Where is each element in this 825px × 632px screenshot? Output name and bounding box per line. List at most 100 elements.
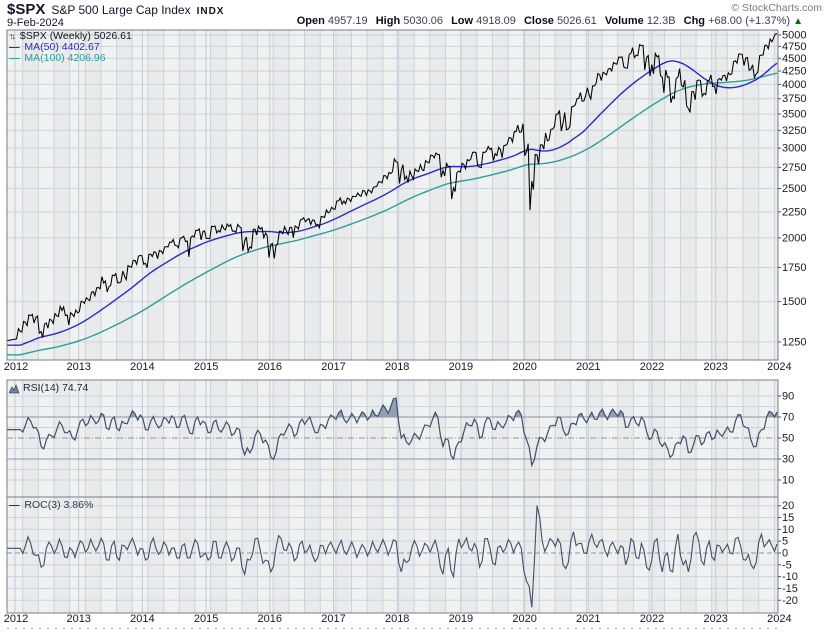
rsi-legend: RSI(14) 74.74 (9, 383, 88, 394)
mid-x-axis-label: 2019 (449, 361, 473, 373)
bottom-x-axis-label: 2013 (66, 613, 90, 625)
ma100-legend-label: MA(100) 4206.96 (24, 52, 106, 64)
bottom-x-axis-label: 2022 (640, 613, 664, 625)
copyright: © StockCharts.com (731, 2, 822, 14)
chart-date: 9-Feb-2024 (7, 17, 64, 29)
price-panel-border (6, 29, 779, 361)
mid-x-axis-label: 2015 (194, 361, 218, 373)
rsi-axis-label: 90 (782, 391, 794, 403)
mid-x-axis-label: 2016 (258, 361, 282, 373)
mid-x-axis-label: 2020 (512, 361, 536, 373)
rsi-axis-label: 50 (782, 433, 794, 445)
price-axis-label: 5000 (782, 30, 806, 42)
price-axis-label: 3750 (782, 93, 806, 105)
bottom-x-axis-label: 2020 (512, 613, 536, 625)
bottom-x-axis-label: 2019 (449, 613, 473, 625)
bottom-x-axis-label: 2023 (703, 613, 727, 625)
roc-axis-label: -15 (782, 583, 798, 595)
price-axis-label: 4500 (782, 53, 806, 65)
low-value: 4918.09 (476, 15, 516, 27)
roc-axis-label: -20 (782, 595, 798, 607)
roc-axis-label: 15 (782, 512, 794, 524)
mid-x-axis-label: 2018 (385, 361, 409, 373)
area-chart-icon (9, 383, 20, 393)
price-axis-label: 4750 (782, 41, 806, 53)
roc-axis-label: 0 (782, 548, 788, 560)
mid-x-axis-label: 2022 (640, 361, 664, 373)
bottom-x-axis-label: 2014 (130, 613, 154, 625)
chg-label: Chg (683, 15, 706, 27)
price-series (6, 33, 778, 342)
main-panel-background (7, 30, 778, 360)
low-label: Low (451, 15, 474, 27)
updown-arrows-icon: ↑↓ (9, 31, 16, 41)
roc-axis-label: -5 (782, 559, 792, 571)
rsi-axis-label: 10 (782, 475, 794, 487)
close-value: 5026.61 (557, 15, 597, 27)
mid-x-axis-label: 2023 (703, 361, 727, 373)
price-legend-label: $SPX (Weekly) 5026.61 (19, 30, 132, 42)
roc-legend: — ROC(3) 3.86% (9, 500, 93, 511)
bottom-x-axis-label: 2016 (258, 613, 282, 625)
price-axis-label: 3500 (782, 108, 806, 120)
bottom-x-axis-label: 2012 (4, 613, 28, 625)
symbol-name: S&P 500 Large Cap Index (51, 3, 191, 17)
mid-x-axis-label: 2017 (321, 361, 345, 373)
price-axis-label: 3000 (782, 143, 806, 155)
roc-axis-label: 5 (782, 536, 788, 548)
chart-header: $SPX S&P 500 Large Cap Index INDX (7, 1, 224, 18)
price-axis-label: 1500 (782, 296, 806, 308)
price-axis-label: 4250 (782, 65, 806, 77)
mid-x-axis-label: 2013 (66, 361, 90, 373)
price-axis-label: 4000 (782, 79, 806, 91)
roc-panel-border (6, 496, 779, 614)
price-axis-label: 2750 (782, 162, 806, 174)
roc-line (7, 505, 778, 608)
volume-value: 12.3B (646, 15, 676, 27)
exchange-label: INDX (196, 6, 225, 17)
price-legend-spx: ↑↓ $SPX (Weekly) 5026.61 (9, 31, 132, 42)
price-axis-label: 2500 (782, 183, 806, 195)
price-axis-label: 1250 (782, 336, 806, 348)
price-legend-ma50: — MA(50) 4402.67 (9, 42, 100, 53)
ma100-line (7, 72, 778, 356)
roc-axis-label: 10 (782, 524, 794, 536)
roc-panel-background (7, 497, 778, 613)
bottom-x-axis-label: 2021 (576, 613, 600, 625)
rsi-panel: 90 70 50 30 10 (6, 379, 794, 498)
chg-value: +68.00 (+1.37%) (708, 15, 791, 27)
bottom-x-axis-label: 2015 (194, 613, 218, 625)
mid-x-axis-label: 2014 (130, 361, 154, 373)
price-axis-label: 3250 (782, 125, 806, 137)
rsi-legend-label: RSI(14) 74.74 (23, 382, 89, 394)
bottom-x-axis-label: 2018 (385, 613, 409, 625)
price-axis-label: 2250 (782, 206, 806, 218)
roc-legend-label: ROC(3) 3.86% (24, 499, 94, 511)
mid-x-axis-label: 2021 (576, 361, 600, 373)
rsi-panel-background (7, 380, 778, 497)
close-label: Close (523, 15, 554, 27)
ma100-dash-icon: — (9, 52, 20, 64)
open-label: Open (296, 15, 325, 27)
open-value: 4957.19 (327, 15, 368, 27)
rsi-axis-label: 70 (782, 412, 794, 424)
bottom-x-axis-label: 2017 (321, 613, 345, 625)
high-label: High (375, 15, 401, 27)
ma50-dash-icon: — (9, 41, 20, 53)
high-value: 5030.06 (403, 15, 444, 27)
price-axis-label: 1750 (782, 262, 806, 274)
volume-label: Volume (604, 15, 644, 27)
roc-axis-label: 20 (782, 500, 794, 512)
price-legend-ma100: — MA(100) 4206.96 (9, 53, 106, 64)
symbol: $SPX (7, 1, 46, 18)
rsi-axis-label: 30 (782, 454, 794, 466)
mid-x-axis-label: 2024 (767, 361, 791, 373)
price-axis-label: 2000 (782, 232, 806, 244)
up-arrow-icon: ▲ (793, 16, 803, 27)
bottom-x-axis-label: 2024 (767, 613, 791, 625)
roc-axis-label: -10 (782, 571, 798, 583)
